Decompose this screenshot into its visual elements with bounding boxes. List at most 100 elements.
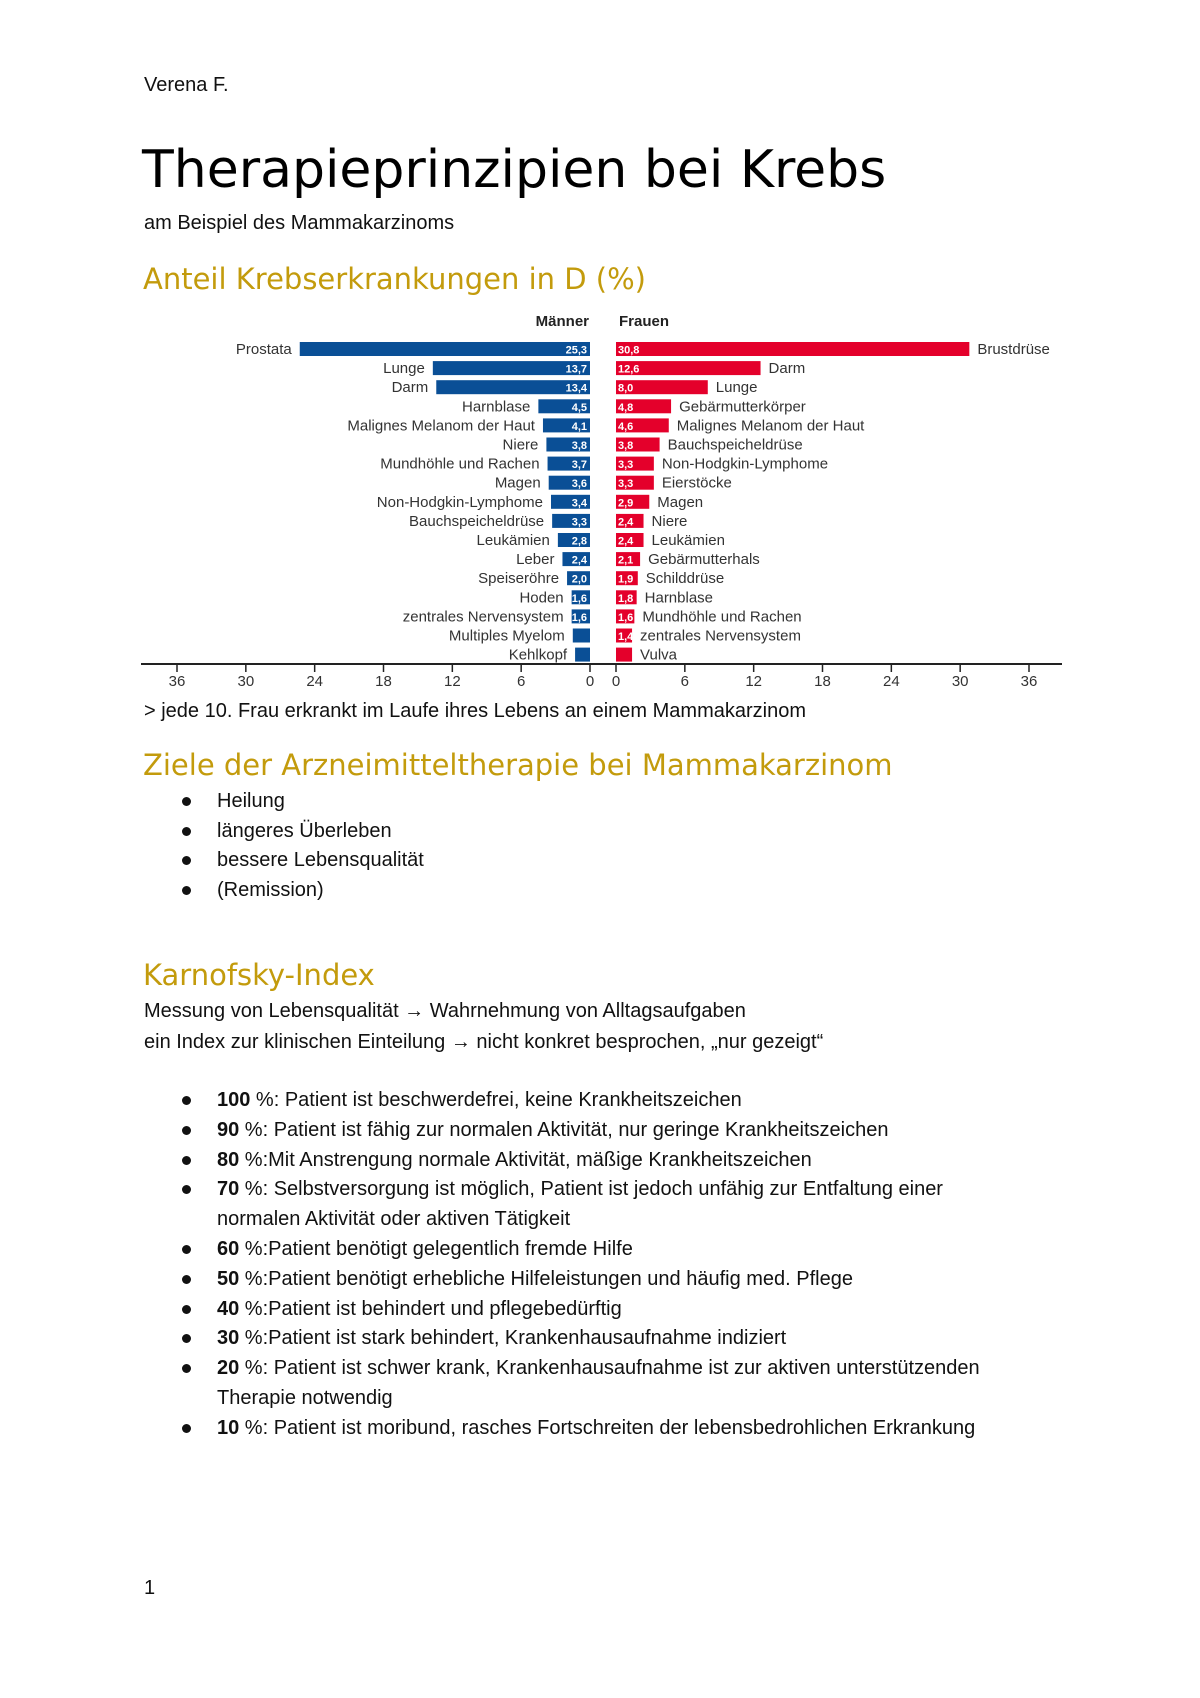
category-label: Lunge — [383, 360, 425, 377]
karnofsky-item: 10 %: Patient ist moribund, rasches Fort… — [217, 1417, 975, 1440]
bar-value-label: 1,6 — [618, 612, 633, 624]
bullet-icon — [182, 1423, 191, 1433]
bar-value-label: 1,4 — [618, 631, 634, 643]
category-label: Niere — [652, 513, 688, 530]
bar-value-label: 1,8 — [618, 593, 633, 605]
bar-value-label: 3,3 — [618, 459, 633, 471]
bullet-icon — [182, 1125, 191, 1135]
bar-men — [571, 609, 590, 624]
karnofsky-item: 100 %: Patient ist beschwerdefrei, keine… — [217, 1089, 742, 1112]
karnofsky-item: 30 %:Patient ist stark behindert, Kranke… — [217, 1327, 786, 1350]
category-label: Niere — [503, 437, 539, 454]
x-tick-label: 0 — [586, 673, 594, 690]
category-label: Multiples Myelom — [449, 628, 565, 645]
bar-value-label: 30,8 — [618, 345, 639, 357]
category-label: Speiseröhre — [478, 570, 559, 587]
category-label: Leber — [516, 551, 554, 568]
x-tick-label: 30 — [952, 673, 969, 690]
category-label: Harnblase — [645, 589, 713, 606]
bar-value-label: 3,3 — [572, 516, 587, 528]
category-label: Malignes Melanom der Haut — [677, 417, 865, 434]
karnofsky-description: %: Patient ist moribund, rasches Fortsch… — [239, 1416, 976, 1439]
karnofsky-percent: 30 — [217, 1327, 240, 1350]
bar-value-label: 2,4 — [618, 516, 634, 528]
bar-women — [616, 513, 644, 528]
chart-note: > jede 10. Frau erkrankt im Laufe ihres … — [144, 700, 806, 722]
bullet-icon — [182, 1185, 191, 1195]
karnofsky-item: 20 %: Patient ist schwer krank, Krankenh… — [217, 1357, 980, 1380]
bar-value-label: 12,6 — [618, 364, 639, 376]
category-label: Mundhöhle und Rachen — [380, 456, 539, 473]
bar-men — [571, 590, 590, 605]
bar-women — [616, 418, 669, 433]
bar-value-label: 25,3 — [566, 345, 587, 357]
bar-women — [616, 380, 708, 395]
category-label: Bauchspeicheldrüse — [409, 513, 544, 530]
bullet-icon — [182, 1274, 191, 1284]
karnofsky-percent: 50 — [217, 1267, 240, 1290]
bar-men — [562, 552, 590, 567]
x-tick-label: 24 — [883, 673, 900, 690]
category-label: Eierstöcke — [662, 475, 732, 492]
bar-men — [548, 475, 590, 490]
category-label: Non-Hodgkin-Lymphome — [662, 456, 828, 473]
bar-men — [557, 533, 590, 547]
bullet-icon — [182, 797, 191, 806]
bar-men — [538, 399, 590, 414]
bar-value-label: 4,8 — [618, 402, 633, 414]
karnofsky-percent: 60 — [217, 1238, 240, 1260]
bullet-icon — [182, 1304, 191, 1314]
x-tick-label: 18 — [375, 673, 392, 690]
category-label: Leukämien — [476, 532, 549, 549]
category-label: Schilddrüse — [646, 570, 724, 587]
karnofsky-description: %: Patient ist beschwerdefrei, keine Kra… — [250, 1089, 742, 1111]
x-tick-label: 6 — [517, 673, 525, 690]
bar-value-label: 4,1 — [572, 421, 587, 433]
bar-value-label: 13,7 — [566, 364, 587, 376]
karnofsky-item-continuation: Therapie notwendig — [217, 1387, 393, 1409]
bar-value-label: 13,4 — [566, 383, 588, 395]
bar-men — [299, 342, 590, 356]
goal-item: bessere Lebensqualität — [217, 849, 424, 872]
bar-women — [616, 609, 635, 624]
x-tick-label: 0 — [612, 673, 620, 690]
bar-value-label: 8,0 — [618, 383, 633, 395]
bar-women — [616, 571, 638, 586]
bar-value-label: 2,4 — [572, 555, 588, 567]
bar-value-label: 4,5 — [572, 402, 587, 414]
karnofsky-item: 70 %: Selbstversorgung ist möglich, Pati… — [217, 1178, 943, 1201]
page-number: 1 — [144, 1577, 156, 1599]
karnofsky-item: 90 %: Patient ist fähig zur normalen Akt… — [217, 1119, 888, 1142]
bar-value-label: 4,6 — [618, 421, 633, 433]
bar-men — [542, 418, 590, 433]
bar-women — [616, 475, 654, 490]
bar-men — [572, 628, 590, 643]
bar-women — [616, 494, 650, 509]
bar-women — [616, 399, 672, 414]
karnofsky-item-continuation: normalen Aktivität oder aktiven Tätigkei… — [217, 1208, 571, 1231]
karnofsky-percent: 20 — [217, 1357, 240, 1380]
category-label: Darm — [392, 379, 429, 396]
x-tick-label: 36 — [169, 673, 186, 690]
x-tick-label: 12 — [444, 673, 461, 690]
series-label-women: Frauen — [619, 313, 669, 330]
bar-men — [546, 437, 590, 452]
category-label: Gebärmutterhals — [648, 551, 760, 568]
bar-value-label: 1,6 — [572, 593, 587, 605]
bar-value-label: 2,8 — [572, 536, 587, 548]
bullet-icon — [182, 886, 191, 896]
category-label: Kehlkopf — [509, 647, 568, 664]
cancer-share-chart: Männer Frauen 25,3 Prostata 13,7 Lunge 13,4 Dar… — [141, 313, 1062, 690]
karnofsky-description: %:Patient ist stark behindert, Krankenha… — [239, 1327, 787, 1350]
bullet-icon — [182, 1334, 191, 1344]
category-label: Lunge — [716, 379, 758, 396]
bar-men — [547, 456, 590, 471]
category-label: Bauchspeicheldrüse — [668, 437, 803, 454]
author-name: Verena F. — [144, 74, 229, 96]
section-heading-therapy-goals: Ziele der Arzneimitteltherapie bei Mamma… — [143, 748, 893, 782]
bar-value-label: 3,4 — [572, 497, 588, 509]
bar-women — [616, 647, 633, 662]
karnofsky-percent: 80 — [217, 1148, 240, 1171]
bar-value-label: 1,6 — [572, 612, 587, 624]
category-label: Prostata — [236, 341, 293, 358]
